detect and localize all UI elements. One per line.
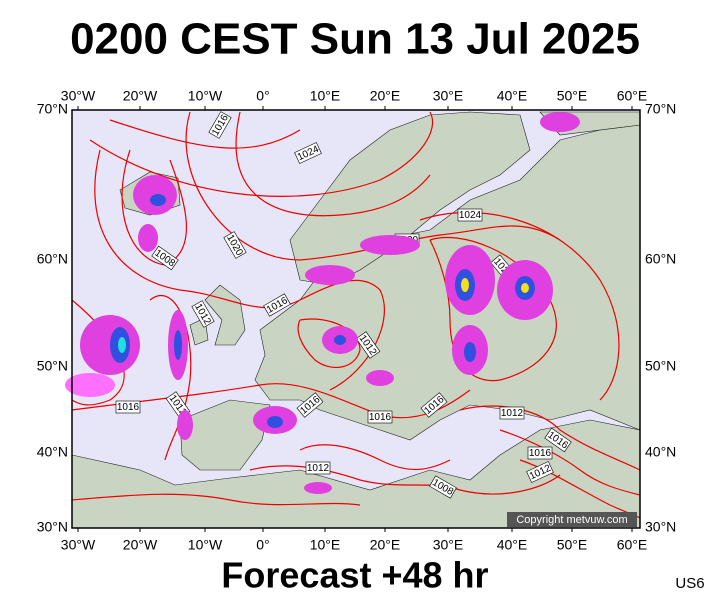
isobar-label-box (151, 245, 179, 271)
isobar-label-box (499, 406, 525, 420)
longitude-label: 50°E (557, 88, 588, 104)
longitude-label: 60°E (617, 537, 648, 553)
longitude-label: 20°W (123, 537, 158, 553)
latitude-label: 40°N (37, 444, 68, 460)
isobar-label-box (223, 231, 247, 259)
longitude-label: 0° (256, 88, 269, 104)
latitude-label: 40°N (645, 444, 676, 460)
longitude-label: 20°E (370, 88, 401, 104)
isobar-label-text: 1012 (501, 408, 524, 419)
isobar-label-text: 1016 (369, 412, 392, 423)
longitude-label: 10°E (310, 88, 341, 104)
isobar-label-box (294, 142, 322, 164)
longitude-label: 60°E (617, 88, 648, 104)
latitude-label: 60°N (37, 251, 68, 267)
isobar-label-box (420, 392, 448, 418)
latitude-label: 70°N (645, 101, 676, 117)
forecast-label: Forecast +48 hr (221, 555, 488, 596)
isobar-label-box (457, 208, 483, 222)
isobar-label-box (208, 111, 232, 139)
title: 0200 CEST Sun 13 Jul 2025 (70, 15, 640, 64)
precipitation (65, 112, 580, 494)
isobar-label-box (263, 293, 291, 317)
latitude-label: 50°N (37, 358, 68, 374)
longitude-label: 40°E (497, 88, 528, 104)
longitude-label: 30°W (61, 537, 96, 553)
longitude-label: 20°E (370, 537, 401, 553)
isobar-label: 1012 (305, 461, 331, 475)
map-frame (71, 109, 641, 529)
isobar-label: 1024 (457, 208, 483, 222)
longitude-label: 20°W (123, 88, 158, 104)
copyright: Copyright metvuw.com (516, 514, 627, 526)
longitude-label: 30°E (433, 537, 464, 553)
latitude-label: 50°N (645, 358, 676, 374)
isobar-label-text: 1016 (529, 448, 552, 459)
isobar-label-box (296, 392, 324, 418)
isobar-label-box (367, 410, 393, 424)
latitude-label: 60°N (645, 251, 676, 267)
isobar-label-box (305, 461, 331, 475)
longitude-label: 10°E (310, 537, 341, 553)
latitude-label: 30°N (645, 519, 676, 535)
isobar-label: 1016 (367, 410, 393, 424)
longitude-label: 50°E (557, 537, 588, 553)
longitude-label: 30°E (433, 88, 464, 104)
longitude-label: 10°W (188, 537, 223, 553)
longitude-label: 0° (256, 537, 269, 553)
region-code: US6 (675, 575, 704, 592)
longitude-label: 30°W (61, 88, 96, 104)
longitude-label: 40°E (497, 537, 528, 553)
isobar-label-box (527, 446, 553, 460)
isobar-label: 1016 (527, 446, 553, 460)
isobar-label-box (526, 461, 554, 483)
longitude-label: 10°W (188, 88, 223, 104)
copyright-box (507, 512, 637, 527)
isobar-label-text: 1024 (459, 210, 482, 221)
isobar-label-text: 1016 (117, 402, 140, 413)
isobar-label-box (115, 400, 141, 414)
isobar-label: 1012 (499, 406, 525, 420)
isobar-label-text: 1012 (307, 463, 330, 474)
isobar-label-box (544, 427, 572, 453)
isobar-label: 1016 (115, 400, 141, 414)
isobar-label-box (429, 475, 457, 499)
isobar-label-box (355, 331, 381, 359)
latitude-label: 70°N (37, 101, 68, 117)
isobar-label-box (191, 300, 215, 328)
latitude-label: 30°N (37, 519, 68, 535)
